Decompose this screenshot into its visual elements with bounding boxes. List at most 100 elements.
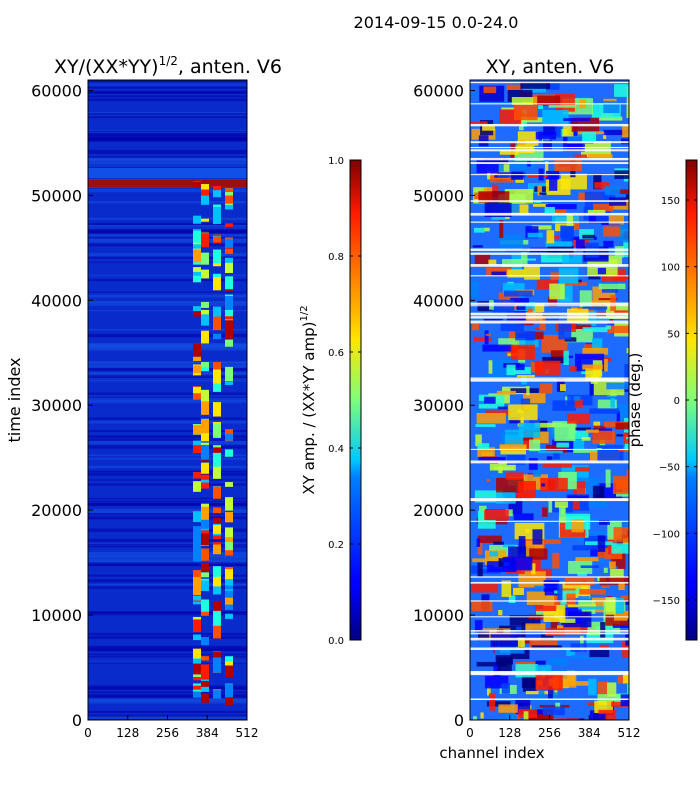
right-x-tick-label: 512 [618, 726, 641, 740]
right-heatmap-cell [556, 625, 564, 631]
right-heatmap-cell [582, 327, 608, 333]
left-heatmap-cell [193, 481, 201, 492]
left-heatmap-cell [201, 194, 209, 205]
left-heatmap-cell [225, 434, 233, 441]
right-heatmap-gap [470, 316, 629, 319]
right-heatmap-cell [574, 399, 583, 409]
right-heatmap-cell [582, 132, 597, 142]
left-heatmap-row [88, 294, 247, 298]
left-heatmap-cell [213, 333, 221, 340]
right-heatmap-cell [626, 103, 629, 119]
right-y-tick-label: 40000 [413, 291, 464, 310]
right-heatmap-cell [471, 565, 501, 574]
left-heatmap-cell [213, 190, 221, 198]
left-heatmap-row [88, 394, 247, 397]
right-heatmap-cell [488, 259, 497, 265]
left-heatmap-cell [225, 320, 233, 326]
left-heatmap-row [88, 116, 247, 119]
left-heatmap-cell [193, 309, 201, 317]
left-heatmap-cell [193, 511, 201, 523]
left-heatmap-cell [193, 230, 201, 243]
left-heatmap-row [88, 344, 247, 346]
left-heatmap-row [88, 435, 247, 439]
right-heatmap-cell [499, 625, 522, 631]
right-heatmap-cell [620, 694, 629, 707]
left-heatmap-row [88, 132, 247, 134]
left-heatmap-row [88, 555, 247, 559]
right-heatmap-cell [556, 718, 580, 720]
right-heatmap-cell [564, 337, 577, 342]
right-heatmap-cell [627, 610, 629, 623]
right-heatmap-gap [470, 157, 629, 161]
left-heatmap-cell [193, 267, 201, 274]
left-heatmap-cell [213, 658, 221, 673]
right-heatmap-gap [470, 698, 629, 700]
left-x-tick-label: 384 [196, 726, 219, 740]
right-heatmap-gap [470, 632, 629, 635]
left-heatmap-cell [193, 356, 201, 362]
right-heatmap-gap [470, 305, 629, 307]
right-heatmap-cell [546, 230, 555, 244]
right-heatmap-cell [515, 178, 524, 183]
left-heatmap-cell [201, 580, 209, 592]
right-heatmap-cell [552, 552, 560, 569]
right-heatmap-cell [474, 336, 493, 342]
left-heatmap-row [88, 165, 247, 167]
right-heatmap-cell [495, 492, 516, 504]
left-y-axis-label: time index [5, 357, 24, 442]
left-heatmap-cell [213, 316, 221, 331]
left-heatmap-cell [201, 530, 209, 535]
right-heatmap-cell [567, 604, 596, 607]
right-y-tick-label: 60000 [413, 81, 464, 100]
right-heatmap-cell [505, 472, 524, 480]
right-heatmap-cell [551, 215, 579, 224]
right-heatmap-gap [470, 378, 629, 382]
right-heatmap-cell [506, 454, 526, 465]
right-heatmap-cell [616, 434, 624, 437]
right-heatmap-gap [470, 123, 629, 127]
left-heatmap-cell [201, 608, 209, 616]
right-heatmap-cell [614, 246, 624, 258]
left-heatmap-cell [225, 248, 233, 254]
colorbar-tick-label: 0.2 [328, 540, 344, 551]
left-heatmap-cell [193, 425, 201, 435]
left-heatmap-cell [201, 314, 209, 326]
right-heatmap-cell [582, 364, 603, 370]
left-heatmap-band [88, 180, 247, 187]
left-heatmap-row [88, 137, 247, 141]
right-heatmap-cells [470, 81, 629, 720]
colorbar-tick-label: 0.6 [328, 348, 344, 359]
right-heatmap-cell [496, 390, 517, 395]
right-heatmap-cell [534, 360, 561, 376]
phase-colorbar-label: phase (deg.) [626, 353, 644, 448]
left-heatmap-cell [201, 506, 209, 520]
right-heatmap-cell [607, 682, 617, 697]
right-heatmap-cell [472, 558, 489, 563]
right-heatmap-cell [529, 548, 548, 560]
right-heatmap-cell [534, 422, 562, 428]
right-heatmap-cell [516, 305, 526, 310]
right-heatmap-cell [542, 110, 569, 125]
right-heatmap-cell [535, 673, 563, 691]
left-heatmap-row [88, 562, 247, 567]
right-heatmap-cell [489, 693, 496, 711]
left-heatmap-cell [201, 184, 209, 193]
left-heatmap-cell [225, 381, 233, 385]
right-heatmap-gap [470, 200, 629, 202]
left-heatmap-cell [213, 582, 221, 595]
right-heatmap-gap [470, 498, 629, 501]
right-heatmap-cell [470, 584, 499, 593]
right-heatmap-cell [625, 437, 629, 440]
right-heatmap-cell [566, 214, 573, 226]
left-heatmap-row [88, 133, 247, 135]
right-heatmap-cell [497, 406, 508, 410]
left-heatmap-row [88, 440, 247, 444]
left-heatmap-row [88, 574, 247, 577]
right-heatmap-cell [538, 450, 563, 454]
left-heatmap-row [88, 231, 247, 235]
right-heatmap-cell [476, 661, 508, 667]
right-y-tick-label: 30000 [413, 396, 464, 415]
right-heatmap-cell [609, 561, 616, 569]
right-heatmap-cell [622, 125, 629, 138]
left-heatmap-cell [213, 651, 221, 664]
